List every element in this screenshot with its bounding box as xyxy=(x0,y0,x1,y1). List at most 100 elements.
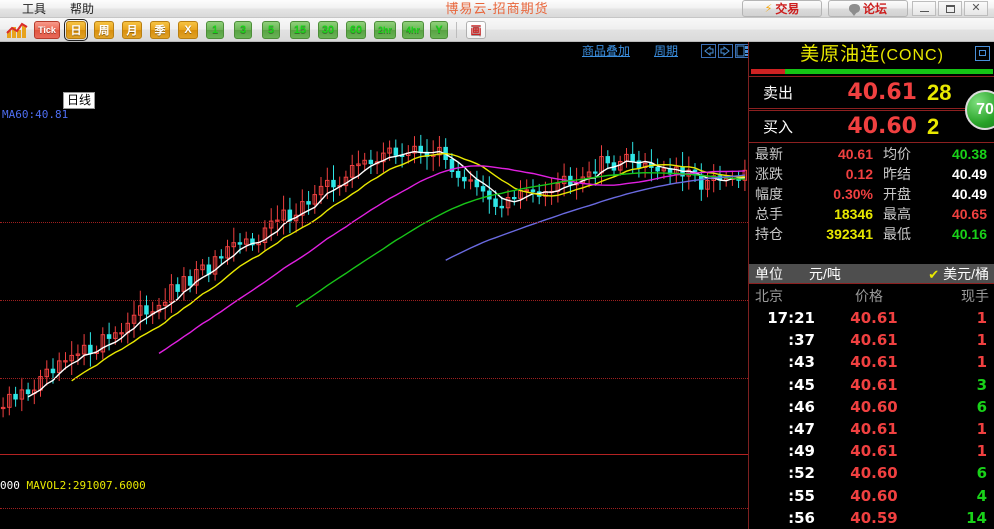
tick-time: 17:21 xyxy=(767,309,815,328)
tick-time: :43 xyxy=(788,353,815,372)
unit-selector[interactable]: 单位 元/吨 ✔ 美元/桶 xyxy=(749,264,994,284)
unit-label: 单位 xyxy=(755,265,783,282)
tick-time: :37 xyxy=(788,331,815,350)
toolbar-button-week[interactable]: 周 xyxy=(94,21,114,39)
buy-price: 40.60 xyxy=(847,114,917,139)
stat-label-change: 涨跌 xyxy=(755,166,783,182)
stat-label-prevsettle: 昨结 xyxy=(883,166,911,182)
tick-volume: 1 xyxy=(976,442,987,461)
minimize-button[interactable] xyxy=(912,1,936,16)
overlay-link[interactable]: 商品叠加 xyxy=(582,44,631,58)
trade-button[interactable]: ⚡ 交易 xyxy=(742,0,822,17)
stat-value-volume: 18346 xyxy=(834,206,873,222)
tick-price: 40.60 xyxy=(850,464,898,483)
forum-button-label: 论坛 xyxy=(862,2,887,16)
toolbar-button-min3[interactable]: 3 xyxy=(234,21,252,39)
stat-label-openint: 持仓 xyxy=(755,226,783,242)
toolbar-button-year[interactable]: Y xyxy=(430,21,448,39)
tick-price: 40.61 xyxy=(850,420,898,439)
subchart-divider xyxy=(0,454,748,455)
stat-row: 最新 40.61 均价 40.38 xyxy=(749,144,994,164)
price-subchart xyxy=(0,134,748,418)
chart-icon[interactable] xyxy=(6,21,28,39)
tick-row: :47 40.61 1 xyxy=(749,418,994,440)
stat-value-last: 40.61 xyxy=(837,146,873,162)
stat-value-prevsettle: 40.49 xyxy=(951,166,987,182)
unit-option-cny[interactable]: 元/吨 xyxy=(809,265,841,282)
tick-time: :45 xyxy=(788,375,815,394)
split-icon[interactable] xyxy=(735,44,748,58)
tick-volume: 6 xyxy=(976,464,987,483)
tick-volume: 1 xyxy=(976,420,987,439)
stat-value-openint: 392341 xyxy=(826,226,873,242)
statistics-grid: 最新 40.61 均价 40.38 涨跌 0.12 昨结 40.49 幅度 0.… xyxy=(749,144,994,262)
tick-time: :47 xyxy=(788,420,815,439)
volume-readout-value: MAVOL2:291007.6000 xyxy=(26,479,146,492)
quote-panel: 美原油连(CONC) 卖出 40.61 28 买入 40.60 2 70 最新 … xyxy=(748,42,994,529)
menu-tools[interactable]: 工具 xyxy=(22,2,47,16)
toolbar-button-custom[interactable]: X xyxy=(178,21,198,39)
maximize-button[interactable] xyxy=(938,1,962,16)
toolbar-button-season[interactable]: 季 xyxy=(150,21,170,39)
sell-price: 40.61 xyxy=(847,80,917,105)
stat-value-low: 40.16 xyxy=(951,226,987,242)
close-button[interactable]: ✕ xyxy=(964,1,988,16)
tick-volume: 1 xyxy=(976,309,987,328)
toolbar: Tick 日 周 月 季 X 1 3 5 15 30 60 2hr 4hr Y … xyxy=(0,18,994,42)
toolbar-button-hour4[interactable]: 4hr xyxy=(402,21,424,39)
restore-icon[interactable] xyxy=(975,46,990,61)
tick-row: :52 40.60 6 xyxy=(749,462,994,484)
tick-header-volume: 现手 xyxy=(961,288,989,304)
forum-button[interactable]: 论坛 xyxy=(828,0,908,17)
toolbar-button-min30[interactable]: 30 xyxy=(318,21,338,39)
stat-value-pct: 0.30% xyxy=(833,186,873,202)
toolbar-button-month[interactable]: 月 xyxy=(122,21,142,39)
buy-sell-ratio-bar xyxy=(751,69,993,74)
buy-row: 买入 40.60 2 xyxy=(749,110,994,143)
unit-option-usd-label: 美元/桶 xyxy=(943,265,989,282)
stat-row: 持仓 392341 最低 40.16 xyxy=(749,224,994,244)
toolbar-button-min5[interactable]: 5 xyxy=(262,21,280,39)
check-icon: ✔ xyxy=(928,266,940,282)
toolbar-button-min1[interactable]: 1 xyxy=(206,21,224,39)
tick-list[interactable]: 17:21 40.61 1 :37 40.61 1 :43 40.61 1 :45 40.61 3 :4… xyxy=(749,307,994,529)
chart-panel[interactable]: 商品叠加 周期 日线 MA60:40.81 000 MAVOL2:2 xyxy=(0,42,748,529)
tick-price: 40.61 xyxy=(850,442,898,461)
tick-time: :55 xyxy=(788,486,815,505)
stat-value-avg: 40.38 xyxy=(951,146,987,162)
tick-time: :56 xyxy=(788,508,815,527)
toolbar-button-hour2[interactable]: 2hr xyxy=(374,21,396,39)
toolbar-button-tick[interactable]: Tick xyxy=(34,21,60,39)
tick-time: :52 xyxy=(788,464,815,483)
status-badge: 70 xyxy=(965,90,994,130)
unit-option-usd[interactable]: ✔ 美元/桶 xyxy=(909,264,994,284)
toolbar-button-draw[interactable]: 画 xyxy=(466,21,486,39)
maximize-icon xyxy=(945,4,955,13)
volume-readout-head: 000 xyxy=(0,479,20,492)
stat-row: 幅度 0.30% 开盘 40.49 xyxy=(749,184,994,204)
stat-row: 涨跌 0.12 昨结 40.49 xyxy=(749,164,994,184)
chat-bubble-icon xyxy=(848,4,860,16)
tick-volume: 4 xyxy=(976,486,987,505)
tick-volume: 3 xyxy=(976,375,987,394)
stat-value-high: 40.65 xyxy=(951,206,987,222)
tick-price: 40.60 xyxy=(850,397,898,416)
next-icon[interactable] xyxy=(718,44,733,58)
volume-subchart xyxy=(0,497,748,529)
toolbar-button-min15[interactable]: 15 xyxy=(290,21,310,39)
toolbar-button-day[interactable]: 日 xyxy=(64,19,88,41)
toolbar-button-min60[interactable]: 60 xyxy=(346,21,366,39)
period-link[interactable]: 周期 xyxy=(654,44,679,58)
price-gridline xyxy=(0,300,748,301)
tick-price: 40.61 xyxy=(850,353,898,372)
tick-volume: 1 xyxy=(976,331,987,350)
sell-label: 卖出 xyxy=(762,85,793,102)
price-gridline xyxy=(0,378,748,379)
menu-help[interactable]: 帮助 xyxy=(70,2,95,16)
stat-label-volume: 总手 xyxy=(755,206,783,222)
prev-icon[interactable] xyxy=(701,44,716,58)
tick-volume: 14 xyxy=(966,508,987,527)
tick-price: 40.59 xyxy=(850,508,898,527)
tick-price: 40.61 xyxy=(850,331,898,350)
stat-label-avg: 均价 xyxy=(883,146,911,162)
